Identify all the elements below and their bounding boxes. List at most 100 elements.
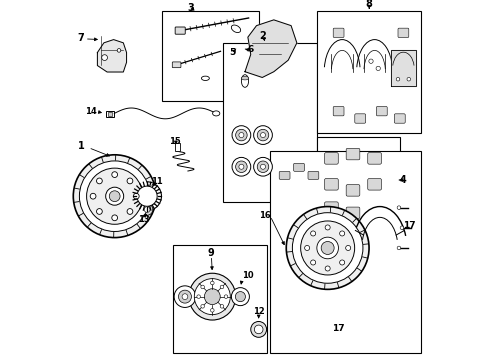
Circle shape — [369, 59, 373, 63]
Text: 5: 5 — [230, 48, 236, 57]
FancyBboxPatch shape — [324, 153, 338, 164]
Text: 14: 14 — [85, 107, 97, 116]
Circle shape — [106, 187, 123, 205]
Circle shape — [201, 305, 204, 308]
Polygon shape — [391, 50, 416, 86]
Circle shape — [301, 221, 355, 275]
Circle shape — [251, 321, 267, 337]
Text: 17: 17 — [332, 324, 345, 333]
FancyBboxPatch shape — [324, 202, 338, 213]
Circle shape — [397, 206, 401, 210]
FancyBboxPatch shape — [376, 107, 387, 116]
Text: 8: 8 — [366, 0, 372, 9]
Bar — [317, 137, 400, 223]
Circle shape — [112, 172, 118, 177]
Circle shape — [133, 182, 162, 211]
Circle shape — [97, 208, 102, 214]
Text: 1: 1 — [78, 141, 85, 151]
Circle shape — [220, 305, 224, 308]
Circle shape — [345, 246, 351, 251]
Circle shape — [87, 168, 143, 224]
Circle shape — [174, 286, 196, 307]
Bar — [106, 111, 114, 117]
Circle shape — [239, 164, 244, 169]
Circle shape — [376, 66, 380, 71]
Text: 4: 4 — [400, 175, 407, 185]
Circle shape — [235, 292, 245, 302]
Bar — [162, 11, 259, 101]
Text: 9: 9 — [207, 248, 214, 258]
FancyBboxPatch shape — [333, 107, 344, 116]
Circle shape — [293, 213, 363, 283]
Circle shape — [127, 178, 133, 184]
Circle shape — [340, 260, 344, 265]
Text: 6: 6 — [247, 45, 253, 54]
Circle shape — [286, 207, 369, 289]
Text: 17: 17 — [403, 221, 416, 230]
Circle shape — [137, 186, 157, 206]
Bar — [175, 143, 180, 151]
Circle shape — [117, 49, 121, 52]
Text: 7: 7 — [78, 33, 85, 43]
FancyBboxPatch shape — [368, 153, 381, 164]
Circle shape — [254, 157, 272, 176]
Text: 13: 13 — [138, 215, 149, 224]
Circle shape — [220, 285, 224, 289]
Circle shape — [397, 246, 401, 250]
Circle shape — [231, 288, 249, 306]
Circle shape — [257, 129, 269, 141]
Circle shape — [182, 294, 188, 300]
FancyBboxPatch shape — [279, 171, 290, 179]
Circle shape — [224, 295, 228, 298]
Circle shape — [79, 161, 150, 231]
Circle shape — [109, 191, 120, 202]
FancyBboxPatch shape — [175, 27, 185, 34]
Text: 3: 3 — [188, 3, 195, 13]
Text: 11: 11 — [151, 177, 163, 186]
Circle shape — [236, 129, 247, 141]
Circle shape — [232, 157, 251, 176]
FancyBboxPatch shape — [333, 28, 344, 37]
Text: 12: 12 — [253, 307, 265, 316]
Circle shape — [133, 193, 139, 199]
Circle shape — [102, 55, 107, 60]
Circle shape — [400, 226, 404, 230]
Bar — [317, 11, 421, 133]
Ellipse shape — [242, 75, 248, 87]
Bar — [223, 43, 317, 202]
Circle shape — [127, 208, 133, 214]
FancyBboxPatch shape — [355, 114, 366, 123]
Circle shape — [407, 77, 411, 81]
Circle shape — [112, 215, 118, 221]
Circle shape — [340, 231, 344, 236]
Bar — [173, 245, 267, 353]
Ellipse shape — [213, 111, 220, 116]
Circle shape — [189, 273, 236, 320]
Circle shape — [311, 231, 316, 236]
Polygon shape — [245, 20, 297, 77]
Circle shape — [201, 285, 204, 289]
FancyBboxPatch shape — [398, 28, 409, 37]
Text: 16: 16 — [259, 211, 270, 220]
Text: 15: 15 — [169, 136, 181, 145]
Circle shape — [239, 132, 244, 138]
Circle shape — [311, 260, 316, 265]
Circle shape — [195, 279, 230, 315]
FancyBboxPatch shape — [346, 185, 360, 196]
Circle shape — [325, 266, 330, 271]
Bar — [108, 112, 112, 116]
Circle shape — [197, 295, 200, 298]
Circle shape — [90, 193, 96, 199]
Circle shape — [236, 161, 247, 172]
Circle shape — [141, 204, 153, 215]
Circle shape — [257, 161, 269, 172]
Circle shape — [178, 290, 192, 303]
Text: 2: 2 — [260, 31, 267, 41]
Circle shape — [305, 246, 310, 251]
Circle shape — [211, 309, 214, 312]
Polygon shape — [98, 40, 126, 72]
FancyBboxPatch shape — [324, 179, 338, 190]
FancyBboxPatch shape — [346, 148, 360, 160]
Ellipse shape — [231, 25, 241, 32]
Circle shape — [261, 164, 266, 169]
